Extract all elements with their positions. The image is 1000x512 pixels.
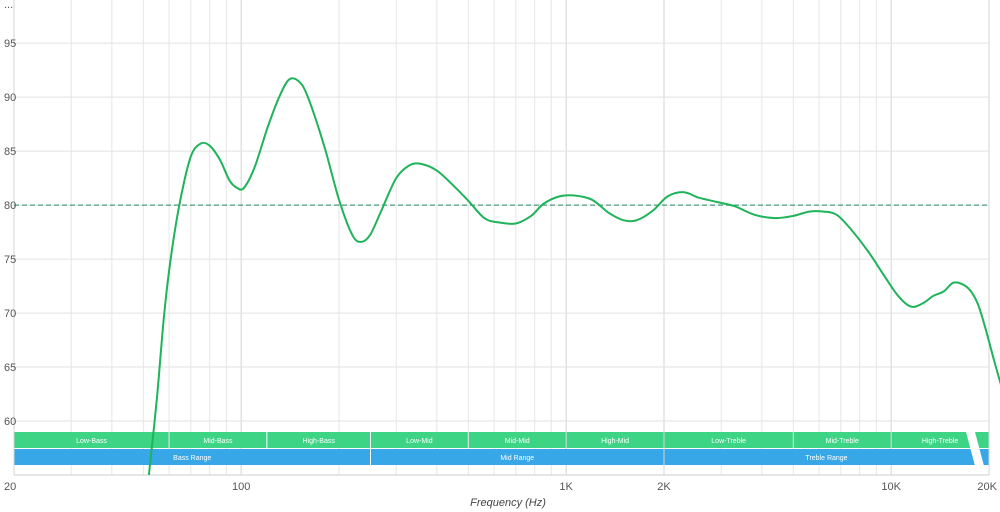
series-group [147, 77, 1000, 475]
x-tick-label: 1K [559, 481, 573, 493]
band-segment [664, 432, 793, 448]
band-label: Mid-Mid [505, 438, 530, 445]
y-tick-label: 60 [4, 416, 16, 428]
band-segment [169, 432, 267, 448]
x-tick-label: 20 [4, 481, 16, 493]
band-label: High-Bass [303, 438, 336, 445]
band-segment [14, 432, 169, 448]
y-tick-label: 70 [4, 308, 16, 320]
band-label: Low-Treble [711, 438, 746, 445]
y-tick-label: 75 [4, 254, 16, 266]
band-segment [468, 432, 566, 448]
band-label: Mid-Treble [826, 438, 859, 445]
x-tick-label: 20K [977, 481, 997, 493]
x-tick-label: 100 [232, 481, 250, 493]
band-segment [370, 432, 468, 448]
y-tick-label: 85 [4, 146, 16, 158]
band-segment [14, 449, 370, 465]
band-segment [566, 432, 664, 448]
band-segment [891, 432, 989, 448]
band-segment [370, 449, 664, 465]
frequency-bands: Low-Bass Mid-Bass High-Bass Low-Mid Mid-Mid H… [14, 432, 989, 466]
band-label: Mid Range [500, 455, 534, 462]
y-tick-label-top: ... [4, 0, 13, 11]
response-curve [147, 77, 1000, 475]
band-label: Bass Range [173, 455, 211, 462]
band-label: High-Mid [601, 438, 629, 445]
x-axis-title: Frequency (Hz) [470, 497, 546, 509]
grid [13, 0, 990, 476]
band-segment [793, 432, 891, 448]
band-label: Low-Mid [406, 438, 433, 445]
band-label: Low-Bass [76, 438, 107, 445]
band-segment [664, 449, 989, 465]
x-tick-label: 10K [881, 481, 901, 493]
y-tick-label: 65 [4, 362, 16, 374]
band-label: Mid-Bass [203, 438, 233, 445]
band-label: Treble Range [805, 455, 847, 462]
band-break-mark [966, 432, 984, 466]
y-tick-label: 80 [4, 200, 16, 212]
tick-labels: 60 65 70 75 80 85 90 95... 20 100 1K 2K 10K 20K [4, 0, 998, 493]
band-segment [267, 432, 370, 448]
y-tick-label: 95 [4, 38, 16, 50]
x-tick-label: 2K [657, 481, 671, 493]
band-label: High-Treble [922, 438, 958, 445]
y-tick-label: 90 [4, 92, 16, 104]
